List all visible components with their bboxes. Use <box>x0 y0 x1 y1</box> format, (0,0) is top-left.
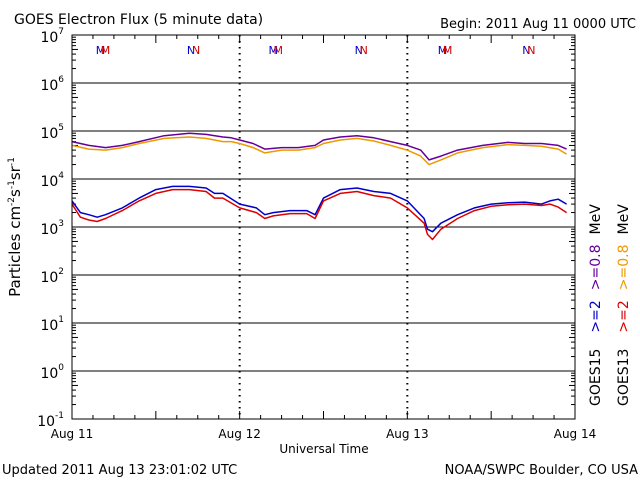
x-axis-label: Universal Time <box>279 442 368 456</box>
y-tick-base: 10 <box>40 270 58 286</box>
series-line <box>71 136 567 166</box>
y-tick-exponent: 7 <box>58 27 64 37</box>
y-axis-label-exp2: -1 <box>7 180 17 189</box>
mn-marker: M <box>101 44 111 57</box>
chart-title: GOES Electron Flux (5 minute data) <box>14 12 263 28</box>
y-tick-exponent: 3 <box>58 219 64 229</box>
x-tick-labels: Aug 11 Aug 12 Aug 13 Aug 14 <box>51 427 597 441</box>
x-tick-label: Aug 12 <box>218 427 261 441</box>
y-tick-label: 106 <box>40 75 64 94</box>
y-tick-label: 101 <box>40 315 64 334</box>
legend-entry: GOES13 <box>616 349 632 406</box>
plot-frame <box>71 34 576 420</box>
legend-entry: MeV <box>588 204 604 235</box>
mn-marker: N <box>360 44 368 57</box>
mn-marker: M <box>268 44 278 57</box>
x-tick-label: Aug 13 <box>386 427 429 441</box>
y-tick-exponent: 4 <box>58 171 64 181</box>
y-tick-base: 10 <box>40 318 58 334</box>
legend-entry: >=0.8 <box>616 244 632 290</box>
y-tick-exponent: -1 <box>55 411 64 421</box>
legend-entry: MeV <box>616 204 632 235</box>
series-line <box>71 185 567 233</box>
mn-marker: M <box>438 44 448 57</box>
marker-layer: MM NN MM NN MM NN <box>96 44 536 57</box>
x-tick-label: Aug 11 <box>51 427 94 441</box>
y-tick-label: 100 <box>40 363 64 382</box>
y-axis-label-main: Particles cm <box>6 206 24 297</box>
y-tick-exponent: 1 <box>58 315 64 325</box>
series-line <box>71 188 568 241</box>
mn-marker: N <box>522 44 530 57</box>
y-tick-label: 105 <box>40 123 64 142</box>
y-tick-base: 10 <box>40 78 58 94</box>
credit-label: NOAA/SWPC Boulder, CO USA <box>445 463 638 478</box>
y-tick-exponent: 5 <box>58 123 64 133</box>
y-tick-base: 10 <box>40 366 58 382</box>
updated-label: Updated 2011 Aug 13 23:01:02 UTC <box>2 463 237 478</box>
series-layer <box>71 132 568 241</box>
begin-label: Begin: 2011 Aug 11 0000 UTC <box>440 17 636 32</box>
y-tick-base: 10 <box>40 126 58 142</box>
grid-layer <box>71 35 576 419</box>
y-tick-label: 104 <box>40 171 64 190</box>
y-axis-label-sr: sr <box>6 165 24 180</box>
y-tick-label: 103 <box>40 219 64 238</box>
legend: GOES15 >=2 >=0.8 MeV GOES13 >=2 >=0.8 MeV <box>588 204 632 406</box>
y-tick-label: 10-1 <box>37 411 64 430</box>
y-axis-label-exp3: -1 <box>7 157 17 166</box>
y-tick-label: 107 <box>40 27 64 46</box>
legend-entry: >=2 <box>588 300 604 332</box>
mn-marker: M <box>96 44 106 57</box>
mn-marker: N <box>527 44 535 57</box>
mn-marker: N <box>192 44 200 57</box>
y-tick-base: 10 <box>40 30 58 46</box>
x-tick-label: Aug 14 <box>554 427 597 441</box>
mn-marker: N <box>187 44 195 57</box>
y-tick-base: 10 <box>40 174 58 190</box>
mn-marker: N <box>355 44 363 57</box>
legend-column: GOES13 >=2 >=0.8 MeV <box>616 204 632 406</box>
y-axis-label: Particles cm-2s-1sr-1 <box>6 157 24 297</box>
legend-entry: GOES15 <box>588 349 604 406</box>
y-tick-base: 10 <box>40 222 58 238</box>
mn-marker: M <box>273 44 283 57</box>
y-tick-exponent: 6 <box>58 75 64 85</box>
y-tick-label: 102 <box>40 267 64 286</box>
series-line <box>71 132 567 161</box>
mn-marker: M <box>443 44 453 57</box>
y-tick-base: 10 <box>37 414 55 430</box>
y-axis-label-s: s <box>6 189 24 197</box>
y-tick-exponent: 2 <box>58 267 64 277</box>
y-axis-label-exp1: -2 <box>7 197 17 206</box>
legend-entry: >=0.8 <box>588 244 604 290</box>
legend-column: GOES15 >=2 >=0.8 MeV <box>588 204 604 406</box>
y-tick-exponent: 0 <box>58 363 64 373</box>
legend-entry: >=2 <box>616 300 632 332</box>
